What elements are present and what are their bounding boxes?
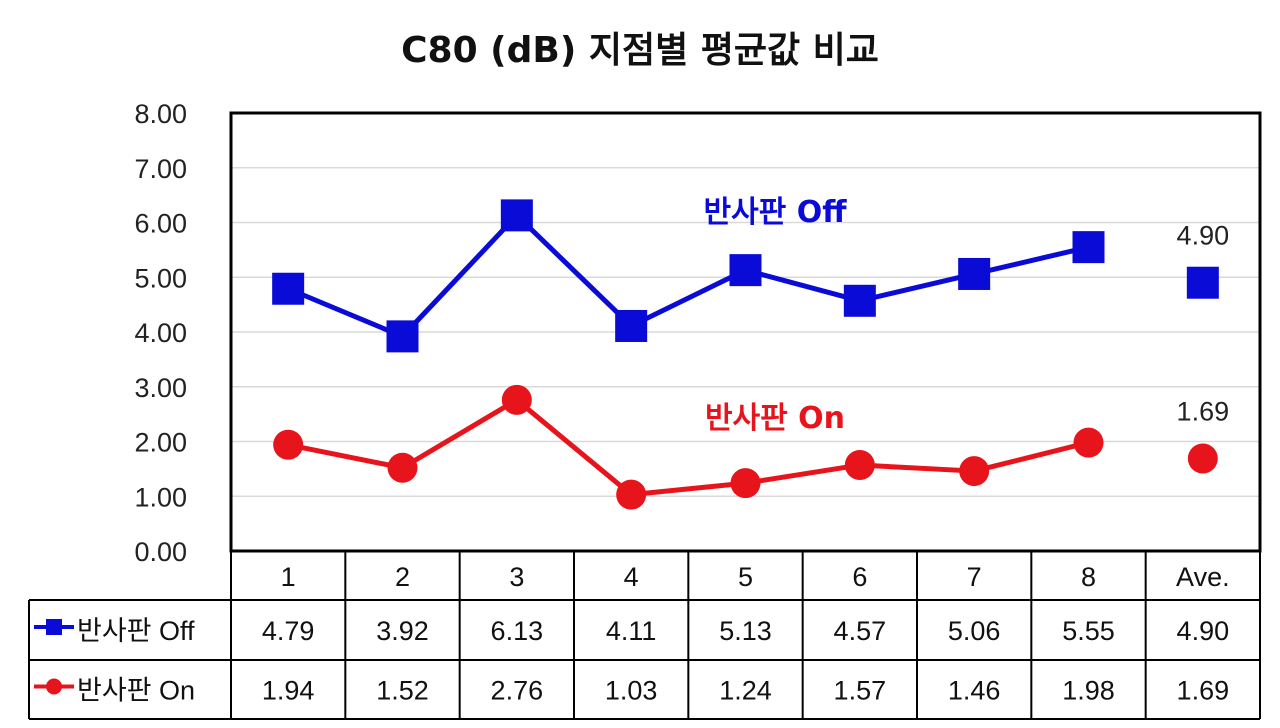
x-category-label: 2 (395, 562, 410, 592)
data-point-square (386, 320, 419, 353)
series-annotations: 반사판 Off 4.90 반사판 On 1.69 (703, 195, 1229, 436)
data-point-circle (1187, 443, 1218, 474)
data-point-circle (616, 479, 647, 510)
x-category-label: 4 (624, 562, 639, 592)
y-axis-tick-labels: 0.00 1.00 2.00 3.00 4.00 5.00 6.00 7.00 8.00 (134, 99, 187, 567)
table-value-cell: 4.11 (606, 616, 657, 646)
y-tick-label: 7.00 (134, 154, 187, 184)
plot-area-border (229, 111, 1262, 553)
legend-series-name: 반사판 Off (77, 616, 195, 646)
data-point-square (729, 254, 762, 287)
table-value-cell: 1.69 (1177, 676, 1230, 706)
average-value-label: 4.90 (1177, 221, 1230, 251)
x-category-label: 5 (738, 562, 753, 592)
data-point-square (843, 284, 876, 317)
series-line (287, 212, 1090, 339)
x-category-label: Ave. (1176, 562, 1230, 592)
data-point-circle (1073, 427, 1104, 458)
table-value-cell: 1.52 (376, 676, 429, 706)
legend-key-marker (46, 678, 62, 695)
data-point-circle (844, 450, 875, 481)
y-tick-label: 1.00 (134, 482, 187, 512)
legend-series-name: 반사판 On (77, 676, 195, 706)
data-table: 1 2 3 4 5 6 7 8 Ave. 반사판 Off 4.79 3.92 6.13 4.11 5.13 4… (28, 551, 1261, 720)
table-value-cell: 5.13 (719, 616, 772, 646)
data-point-circle (387, 452, 418, 483)
data-point-square (1072, 231, 1105, 264)
data-point-square (272, 272, 305, 305)
series-annotation: 반사판 On (705, 401, 845, 436)
series-layer (272, 199, 1219, 510)
y-tick-label: 2.00 (134, 428, 187, 458)
table-value-cell: 6.13 (491, 616, 544, 646)
y-tick-label: 4.00 (134, 318, 187, 348)
data-point-circle (730, 468, 761, 499)
data-point-square (615, 309, 648, 342)
data-point-circle (959, 456, 990, 487)
data-point-square (958, 257, 991, 290)
table-value-cell: 1.94 (262, 676, 315, 706)
table-value-cell: 1.46 (948, 676, 1001, 706)
data-point-square (500, 199, 533, 232)
y-tick-label: 8.00 (134, 99, 187, 129)
series-line (287, 397, 1090, 498)
x-category-label: 8 (1081, 562, 1096, 592)
table-value-cell: 5.06 (948, 616, 1001, 646)
table-value-cell: 4.57 (834, 616, 887, 646)
data-point-square (1186, 266, 1219, 299)
data-point-circle (501, 384, 532, 415)
x-category-label: 6 (852, 562, 867, 592)
table-value-cell: 4.79 (262, 616, 315, 646)
legend-key-marker (46, 619, 62, 635)
x-category-label: 7 (967, 562, 982, 592)
chart-title: C80 (dB) 지점별 평균값 비교 (401, 30, 879, 71)
table-value-cell: 4.90 (1177, 616, 1230, 646)
y-tick-label: 6.00 (134, 209, 187, 239)
table-value-cell: 1.57 (834, 676, 887, 706)
table-value-cell: 1.03 (605, 676, 658, 706)
x-category-label: 3 (509, 562, 524, 592)
table-value-cell: 1.98 (1062, 676, 1115, 706)
y-tick-label: 5.00 (134, 263, 187, 293)
average-value-label: 1.69 (1177, 396, 1230, 426)
x-category-label: 1 (281, 562, 296, 592)
y-tick-label: 0.00 (134, 537, 187, 567)
data-point-circle (273, 429, 304, 460)
table-value-cell: 2.76 (491, 676, 544, 706)
y-tick-label: 3.00 (134, 373, 187, 403)
table-value-cell: 1.24 (719, 676, 772, 706)
series-annotation: 반사판 Off (703, 195, 847, 230)
table-value-cell: 3.92 (376, 616, 429, 646)
table-value-cell: 5.55 (1062, 616, 1115, 646)
